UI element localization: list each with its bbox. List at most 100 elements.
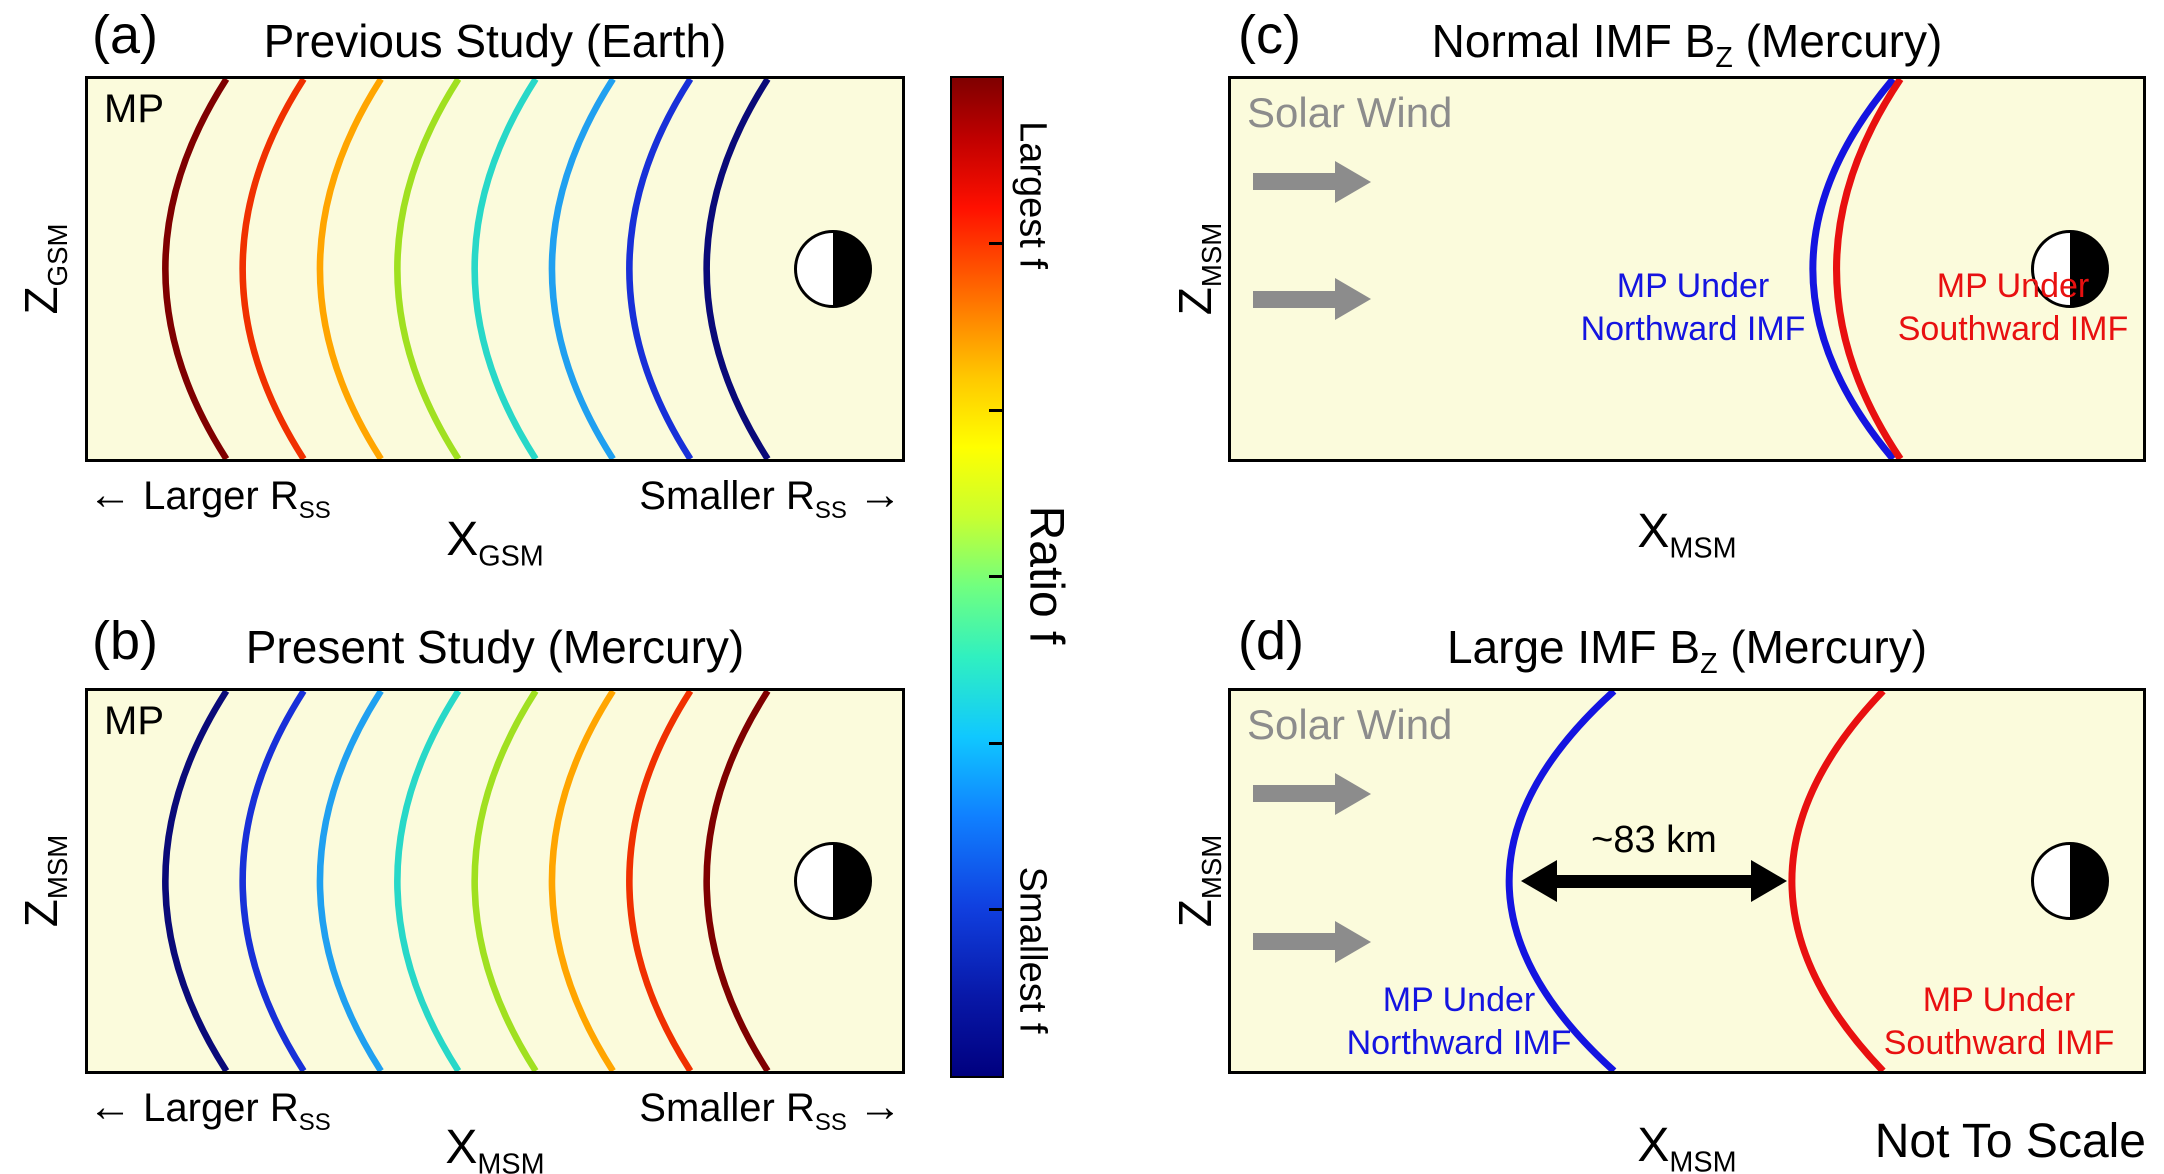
x-axis-sub: MSM: [477, 1148, 545, 1174]
distance-double-arrow-icon: [1521, 860, 1787, 902]
panel-b-letter: (b): [92, 611, 158, 671]
title-post: (Mercury): [1732, 15, 1943, 67]
y-axis-main: Z: [14, 286, 67, 315]
planet-icon-b: [794, 842, 872, 920]
solar-wind-label: Solar Wind: [1247, 89, 1453, 136]
colorbar-top-label: Largest f: [1011, 121, 1054, 269]
panel-c-letter: (c): [1238, 5, 1301, 65]
larger-rss-label: ← Larger RSS: [88, 470, 331, 525]
magnetopause-curves-b: [162, 691, 771, 1071]
larger-rss-sub: SS: [298, 1109, 331, 1136]
solar-wind-arrow-icon: [1253, 920, 1371, 963]
smaller-rss-label: Smaller RSS →: [639, 470, 902, 525]
smaller-rss-sub: SS: [814, 497, 847, 524]
larger-rss-text: Larger R: [143, 1086, 299, 1130]
arrow-shaft: [1253, 933, 1335, 951]
smaller-rss-text: Smaller R: [639, 1086, 815, 1130]
not-to-scale-note: Not To Scale: [1874, 1115, 2146, 1168]
panel-c-plot-area: Solar Wind MP Under Northward IMF MP Und…: [1228, 76, 2146, 462]
solar-wind-arrow-icon: [1253, 278, 1371, 321]
panel-a-plot-area: MP: [85, 76, 905, 462]
title-sub: Z: [1700, 648, 1718, 681]
colorbar-tick: [989, 908, 1002, 911]
x-axis-main: X: [445, 1121, 478, 1174]
panel-a-letter: (a): [92, 5, 158, 65]
smaller-rss-sub: SS: [814, 1109, 847, 1136]
smaller-rss-label: Smaller RSS →: [639, 1082, 902, 1137]
colorbar-tick: [989, 742, 1002, 745]
smaller-rss-text: Smaller R: [639, 474, 815, 518]
solar-wind-arrow-icon: [1253, 160, 1371, 203]
panel-d-letter: (d): [1238, 611, 1304, 671]
left-arrow-icon: ←: [88, 1082, 132, 1131]
mp-label-a: MP: [104, 87, 164, 131]
x-axis-main: X: [1637, 1119, 1670, 1172]
y-axis-sub: MSM: [42, 834, 74, 900]
magnetopause-curves-c: [1809, 79, 1904, 459]
title-sub: Z: [1715, 42, 1733, 75]
x-axis-main: X: [446, 513, 479, 566]
panel-d-y-axis-label: ZMSM: [1168, 835, 1228, 928]
panel-c-y-axis-label: ZMSM: [1168, 223, 1228, 316]
planet-icon-c: [2031, 230, 2109, 308]
title-pre: Normal IMF B: [1431, 15, 1716, 67]
right-arrow-icon: →: [858, 470, 902, 519]
mp-southward-label: MP Under Southward IMF: [1884, 979, 2115, 1065]
colorbar-bottom-label: Smallest f: [1011, 866, 1054, 1034]
panel-a-y-axis-label: ZGSM: [14, 224, 74, 315]
mp-northward-line2: Northward IMF: [1346, 1023, 1572, 1062]
solar-wind-label: Solar Wind: [1247, 701, 1453, 748]
colorbar-axis-label: Ratio f: [1019, 505, 1073, 645]
arrow-shaft: [1253, 290, 1335, 308]
mp-northward-line2: Northward IMF: [1580, 309, 1806, 348]
arrow-head: [1335, 278, 1371, 321]
distance-label: ~83 km: [1591, 819, 1717, 861]
mp-southward-line1: MP Under: [1936, 267, 2090, 305]
solar-wind-arrow-icon: [1253, 772, 1371, 815]
left-arrow-icon: ←: [88, 470, 132, 519]
panel-d-plot-area: Solar Wind ~83 km MP Under Northward IMF…: [1228, 688, 2146, 1074]
mp-northward-line1: MP Under: [1616, 267, 1770, 305]
larger-rss-text: Larger R: [143, 474, 299, 518]
mp-label-b: MP: [104, 699, 164, 743]
mp-southward-label: MP Under Southward IMF: [1898, 265, 2129, 351]
title-pre: Large IMF B: [1446, 621, 1701, 673]
panel-d-x-axis-label: XMSM: [1228, 1118, 2146, 1174]
title-post: (Mercury): [1717, 621, 1928, 673]
panel-a-range-labels: ← Larger RSS Smaller RSS →: [88, 470, 902, 525]
panel-a-title: Previous Study (Earth): [85, 14, 905, 68]
y-axis-main: Z: [14, 899, 67, 928]
mp-southward-line2: Southward IMF: [1897, 309, 2129, 348]
larger-rss-label: ← Larger RSS: [88, 1082, 331, 1137]
y-axis-sub: GSM: [42, 223, 74, 287]
colorbar-tick: [989, 242, 1002, 245]
x-axis-sub: GSM: [478, 540, 544, 573]
mp-southward-line2: Southward IMF: [1883, 1023, 2115, 1062]
panel-a-x-axis-label: XGSM: [85, 512, 905, 574]
panel-b-title: Present Study (Mercury): [85, 620, 905, 674]
panel-b-plot-area: MP: [85, 688, 905, 1074]
arrow-head: [1335, 920, 1371, 963]
arrow-head-right: [1751, 860, 1787, 902]
planet-icon-a: [794, 230, 872, 308]
panel-b-range-labels: ← Larger RSS Smaller RSS →: [88, 1082, 902, 1137]
colorbar-frame: [950, 76, 1004, 1078]
arrow-head: [1335, 160, 1371, 203]
arrow-head: [1335, 772, 1371, 815]
arrow-shaft: [1253, 173, 1335, 191]
mp-northward-line1: MP Under: [1382, 981, 1536, 1019]
panel-b-y-axis-label: ZMSM: [14, 835, 74, 928]
x-axis-sub: MSM: [1669, 1146, 1737, 1174]
panel-c-x-axis-label: XMSM: [1228, 504, 2146, 566]
magnetopause-curves-a: [162, 79, 771, 459]
colorbar-tick: [989, 575, 1002, 578]
arrow-shaft: [1557, 874, 1751, 888]
right-arrow-icon: →: [858, 1082, 902, 1131]
panel-b-title-text: Present Study (Mercury): [245, 621, 745, 673]
magnetopause-curves-d: [1505, 691, 1886, 1071]
arrow-head-left: [1521, 860, 1557, 902]
colorbar-tick: [989, 409, 1002, 412]
larger-rss-sub: SS: [298, 497, 331, 524]
panel-c-title: Normal IMF BZ (Mercury): [1228, 14, 2146, 75]
mp-southward-line1: MP Under: [1922, 981, 2076, 1019]
